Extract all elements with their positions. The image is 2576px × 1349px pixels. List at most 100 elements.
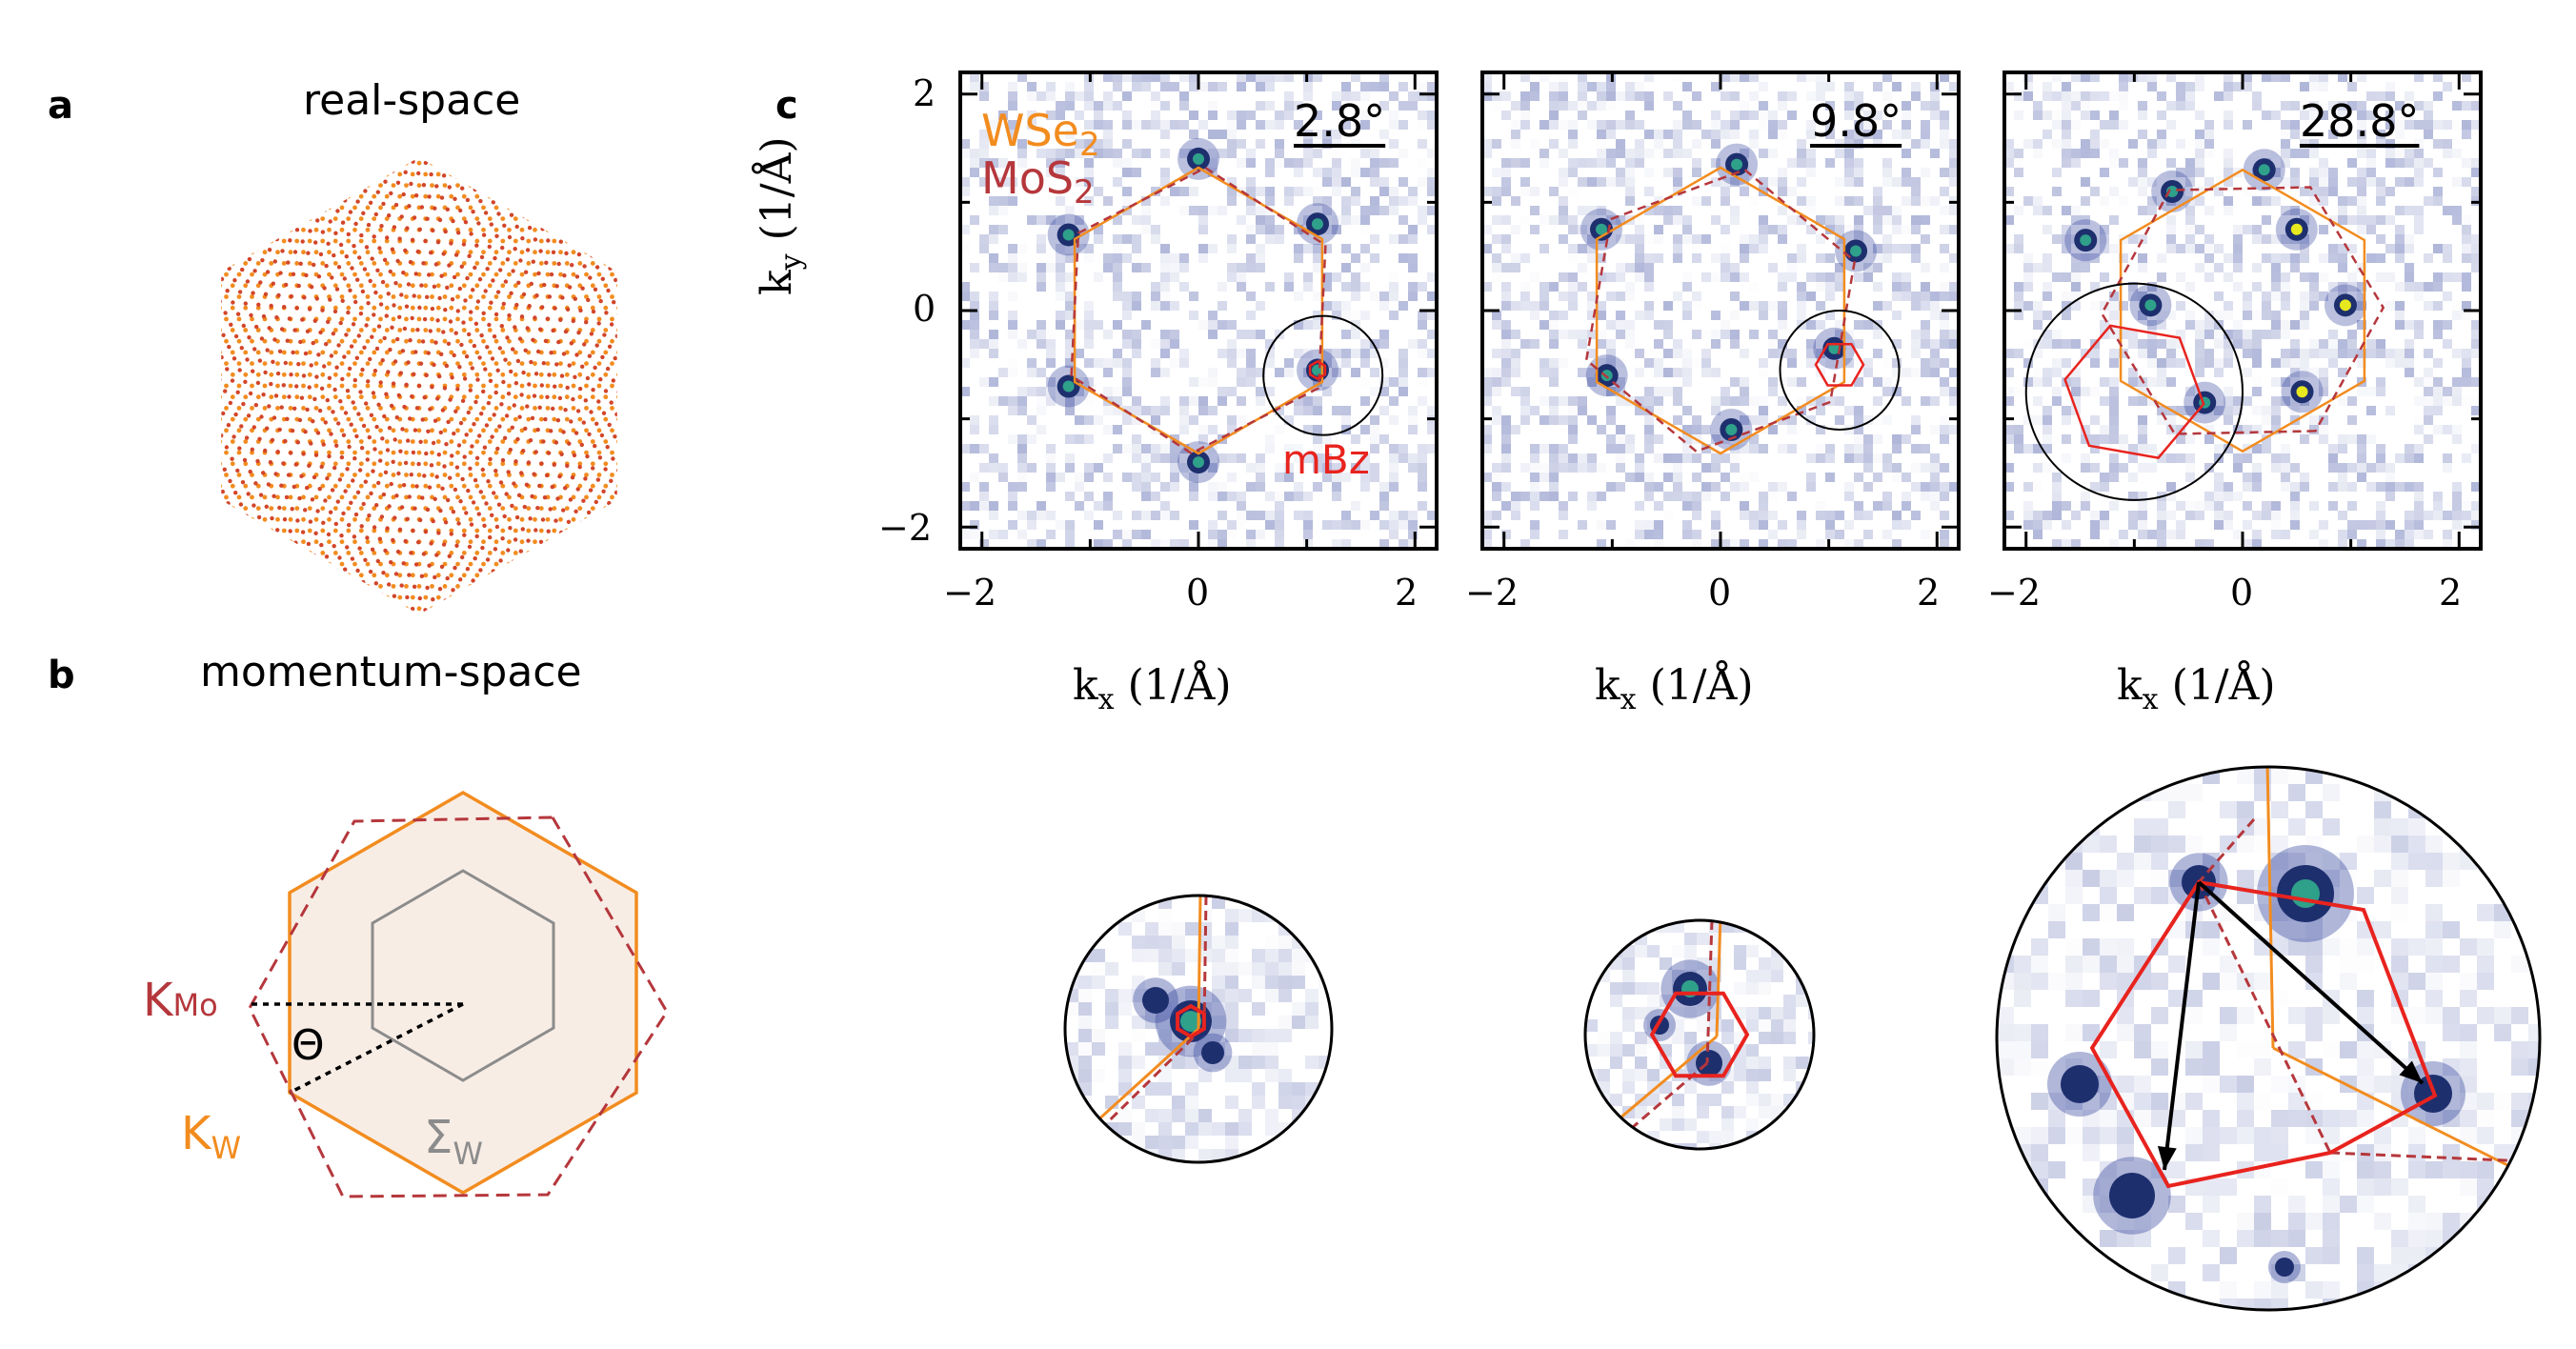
- intensity-pixel: [1549, 377, 1559, 387]
- intensity-pixel: [2471, 406, 2481, 415]
- intensity-pixel: [1313, 196, 1322, 206]
- intensity-pixel: [1511, 492, 1520, 501]
- intensity-pixel: [1084, 244, 1094, 253]
- intensity-pixel: [2452, 425, 2462, 434]
- intensity-pixel: [1256, 82, 1265, 91]
- intensity-pixel: [1056, 244, 1065, 253]
- intensity-pixel: [1606, 158, 1616, 168]
- intensity-pixel: [2109, 91, 2119, 101]
- intensity-pixel: [1103, 492, 1113, 501]
- intensity-pixel: [1275, 72, 1284, 82]
- intensity-pixel: [2033, 301, 2043, 311]
- intensity-pixel: [2071, 72, 2081, 82]
- intensity-pixel: [2168, 1161, 2185, 1178]
- intensity-pixel: [1587, 330, 1597, 339]
- intensity-pixel: [2366, 434, 2376, 444]
- x-axis-label-2: kx (1/Å): [1595, 661, 1754, 716]
- intensity-pixel: [1172, 1096, 1185, 1109]
- intensity-pixel: [1237, 511, 1246, 520]
- intensity-pixel: [2023, 339, 2033, 349]
- intensity-pixel: [1151, 301, 1160, 311]
- intensity-pixel: [2385, 158, 2395, 168]
- intensity-pixel: [2071, 511, 2081, 520]
- intensity-pixel: [1332, 130, 1341, 139]
- intensity-pixel: [2071, 368, 2081, 377]
- intensity-pixel: [2328, 253, 2338, 263]
- intensity-pixel: [1616, 396, 1625, 406]
- intensity-pixel: [2309, 187, 2319, 196]
- intensity-pixel: [1017, 339, 1027, 349]
- intensity-pixel: [2424, 101, 2433, 111]
- intensity-pixel: [1711, 539, 1721, 549]
- intensity-pixel: [979, 539, 989, 549]
- intensity-pixel: [1585, 1019, 1598, 1032]
- intensity-pixel: [1501, 482, 1511, 492]
- intensity-pixel: [1568, 415, 1578, 425]
- intensity-pixel: [1427, 349, 1437, 358]
- intensity-pixel: [2271, 377, 2281, 387]
- intensity-pixel: [1778, 187, 1787, 196]
- intensity-pixel: [2138, 234, 2147, 244]
- intensity-pixel: [2166, 530, 2176, 539]
- intensity-pixel: [1746, 1044, 1759, 1057]
- intensity-pixel: [2511, 818, 2528, 836]
- intensity-pixel: [1835, 320, 1844, 330]
- intensity-pixel: [2374, 818, 2391, 836]
- intensity-pixel: [1511, 358, 1520, 368]
- intensity-pixel: [2117, 956, 2134, 973]
- intensity-pixel: [2128, 511, 2138, 520]
- intensity-pixel: [1597, 520, 1606, 530]
- intensity-pixel: [2109, 387, 2119, 396]
- intensity-pixel: [1501, 292, 1511, 301]
- intensity-pixel: [1075, 482, 1084, 492]
- intensity-pixel: [1597, 139, 1606, 149]
- intensity-pixel: [2168, 887, 2185, 904]
- intensity-pixel: [1673, 463, 1682, 473]
- intensity-pixel: [1294, 225, 1303, 234]
- intensity-pixel: [1218, 492, 1227, 501]
- intensity-pixel: [1711, 396, 1721, 406]
- xlabel-1-sub: x: [1097, 683, 1115, 716]
- intensity-pixel: [1318, 949, 1332, 962]
- intensity-pixel: [1160, 253, 1170, 263]
- intensity-pixel: [1036, 263, 1046, 272]
- intensity-pixel: [970, 292, 979, 301]
- intensity-pixel: [1313, 187, 1322, 196]
- intensity-pixel: [2128, 396, 2138, 406]
- angle-label-3: 28.8°: [2300, 95, 2420, 147]
- intensity-pixel: [1616, 463, 1625, 473]
- intensity-pixel: [1179, 206, 1189, 215]
- intensity-pixel: [1105, 989, 1118, 1002]
- intensity-pixel: [2147, 463, 2157, 473]
- intensity-pixel: [960, 177, 970, 187]
- intensity-pixel: [1835, 196, 1844, 206]
- intensity-pixel: [1237, 282, 1246, 292]
- intensity-pixel: [1141, 196, 1151, 206]
- intensity-pixel: [1399, 453, 1408, 463]
- intensity-pixel: [1482, 282, 1492, 292]
- intensity-pixel: [2477, 1281, 2494, 1299]
- intensity-pixel: [1332, 139, 1341, 149]
- intensity-pixel: [1921, 196, 1930, 206]
- intensity-pixel: [1622, 1081, 1635, 1094]
- intensity-pixel: [1170, 187, 1179, 196]
- intensity-pixel: [1265, 520, 1275, 530]
- intensity-pixel: [1218, 282, 1227, 292]
- intensity-pixel: [2090, 463, 2100, 473]
- intensity-pixel: [2511, 836, 2528, 853]
- intensity-pixel: [1778, 244, 1787, 253]
- intensity-pixel: [1246, 187, 1256, 196]
- intensity-pixel: [2460, 1058, 2477, 1076]
- intensity-pixel: [2243, 539, 2252, 549]
- intensity-pixel: [1930, 301, 1940, 311]
- intensity-pixel: [1654, 358, 1663, 368]
- intensity-pixel: [2414, 482, 2424, 492]
- intensity-pixel: [1501, 187, 1511, 196]
- intensity-pixel: [2195, 72, 2204, 82]
- intensity-pixel: [1854, 272, 1863, 282]
- intensity-pixel: [1635, 158, 1644, 168]
- intensity-pixel: [1902, 282, 1911, 292]
- intensity-pixel: [1940, 358, 1949, 368]
- intensity-pixel: [2134, 853, 2151, 870]
- intensity-pixel: [2071, 263, 2081, 272]
